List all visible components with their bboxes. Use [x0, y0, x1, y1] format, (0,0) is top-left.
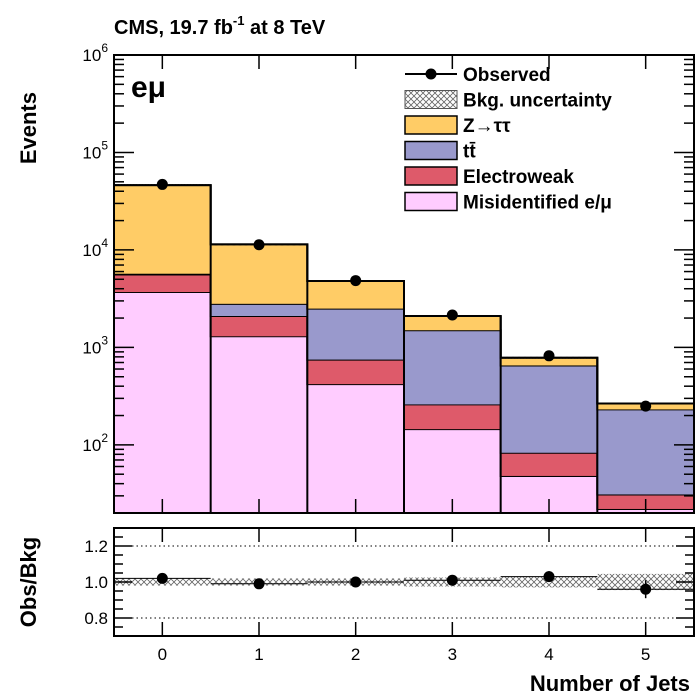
legend-label-3: tt̄: [463, 142, 476, 163]
legend-label-2: Z→ττ: [463, 116, 511, 137]
main-axes: 102 103 104 105 106: [82, 41, 695, 514]
y-tick-label-3: 105: [82, 138, 108, 162]
y-tick-label-4: 106: [82, 41, 108, 65]
y-tick-label-0: 102: [82, 431, 108, 455]
stack-bar-2-2: [307, 308, 404, 360]
stack-bar-0-1: [210, 336, 308, 513]
ratio-axes: 0.8 1.0 1.2 0 1 2 3 4 5: [84, 527, 695, 664]
legend-uncertainty-swatch: [404, 90, 458, 109]
legend-label-1: Bkg. uncertainty: [463, 91, 612, 112]
observed-point-4: [543, 350, 555, 362]
ratio-point-3: [446, 574, 458, 586]
legend-label-5: Misidentified e/μ: [463, 193, 612, 214]
ratio-point-4: [543, 571, 555, 583]
stack-bar-1-1: [210, 315, 308, 337]
stack-bar-1-2: [307, 359, 404, 385]
stack-bar-1-3: [404, 404, 501, 430]
legend-swatch-3: [404, 140, 458, 161]
channel-label: eμ: [131, 71, 166, 104]
legend-label-0: Observed: [463, 65, 551, 86]
x-tick-label-0: 0: [158, 645, 167, 664]
stack-bar-2-3: [404, 330, 501, 405]
stack-bar-2-5: [597, 409, 694, 495]
ratio-panel: 0.8 1.0 1.2 0 1 2 3 4 5 Obs/Bkg Number of Jets: [16, 527, 695, 696]
x-tick-label-5: 5: [641, 645, 650, 664]
stack-bar-0-0: [114, 292, 211, 513]
legend: Observed Bkg. uncertainty Z→ττ tt̄ Electrowe…: [404, 65, 612, 214]
observed-point-2: [350, 275, 362, 287]
observed-point-0: [156, 178, 168, 190]
x-tick-label-4: 4: [544, 645, 553, 664]
main-panel: 102 103 104 105 106 Events eμ Observed Bkg. u…: [16, 41, 695, 514]
stack-bar-1-0: [114, 274, 211, 293]
x-tick-label-1: 1: [254, 645, 263, 664]
ratio-y-tick-label-1: 1.0: [84, 573, 108, 592]
y-tick-label-1: 103: [82, 333, 108, 357]
legend-swatch-5: [404, 191, 458, 212]
stack-bar-2-1: [210, 303, 308, 316]
stack-bar-0-2: [307, 384, 404, 513]
stack-layer: [114, 178, 694, 513]
main-frame: [113, 54, 695, 514]
y-axis-label: Events: [16, 92, 41, 164]
ratio-point-0: [156, 572, 168, 584]
stack-bar-3-4: [500, 357, 598, 366]
ratio-layer: [114, 545, 694, 619]
stack-bar-1-4: [500, 452, 598, 476]
legend-observed-marker: [425, 68, 437, 80]
total-outline: [114, 184, 694, 405]
ratio-point-2: [350, 576, 362, 588]
stack-bar-3-0: [114, 185, 211, 274]
ratio-point-1: [253, 578, 265, 590]
observed-point-1: [253, 239, 265, 251]
legend-swatch-2: [404, 115, 458, 135]
stack-bar-3-3: [404, 315, 501, 331]
observed-point-3: [446, 309, 458, 321]
observed-point-5: [640, 400, 652, 412]
ratio-point-5: [640, 583, 652, 595]
stack-bar-2-4: [500, 365, 598, 453]
x-axis-label: Number of Jets: [530, 671, 690, 696]
ratio-y-tick-label-2: 1.2: [84, 537, 108, 556]
ratio-y-axis-label: Obs/Bkg: [16, 537, 41, 627]
stack-bar-3-1: [210, 244, 308, 304]
legend-label-4: Electroweak: [463, 167, 574, 188]
x-tick-label-3: 3: [448, 645, 457, 664]
chart-title: CMS, 19.7 fb-1 at 8 TeV: [114, 13, 326, 39]
ratio-y-tick-label-0: 0.8: [84, 609, 108, 628]
y-tick-label-2: 104: [82, 236, 108, 260]
x-tick-label-2: 2: [351, 645, 360, 664]
legend-swatch-4: [404, 166, 458, 186]
